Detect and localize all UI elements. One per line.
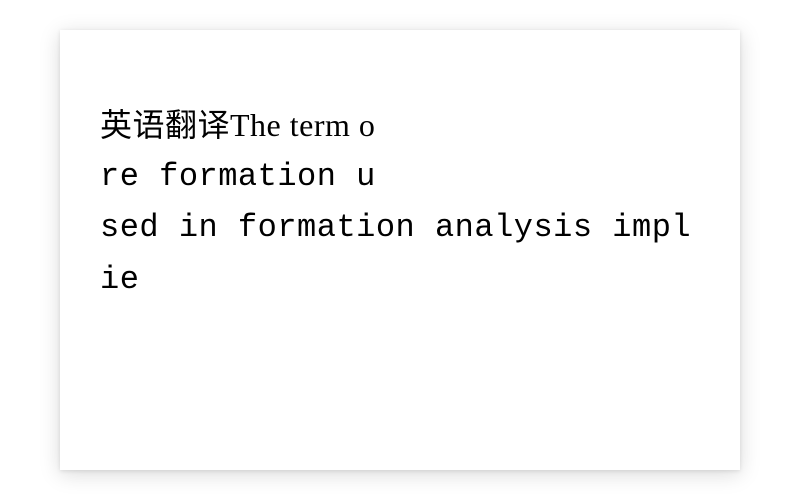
text-line-2: re formation u [100,151,700,202]
text-segment: 英语翻译The term o [100,107,375,143]
text-line-3: sed in formation analysis implie [100,202,700,304]
text-line-1: 英语翻译The term o [100,100,700,151]
document-content: 英语翻译The term o re formation u sed in for… [60,30,740,345]
document-paper: 英语翻译The term o re formation u sed in for… [60,30,740,470]
